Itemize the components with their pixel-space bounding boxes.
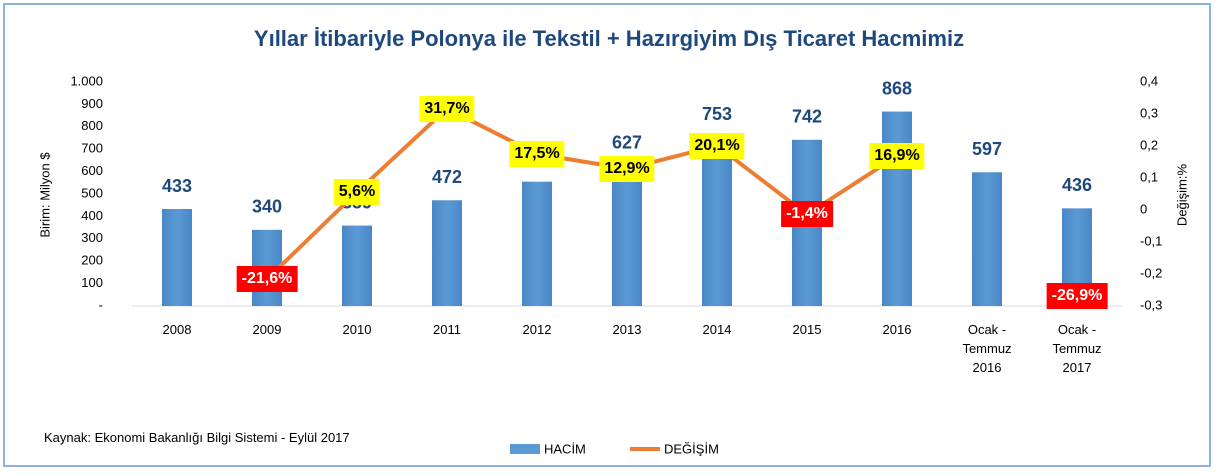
y-tick-label: 200 — [81, 253, 103, 268]
x-tick-label: 2014 — [702, 322, 732, 337]
frame — [3, 3, 1211, 467]
x-tick-label: Ocak - Temmuz 2016 — [962, 322, 1012, 375]
line-value-label: 20,1% — [689, 132, 745, 159]
y-tick-label: 300 — [81, 230, 103, 245]
bar-value-label: 433 — [162, 176, 192, 196]
source-note: Kaynak: Ekonomi Bakanlığı Bilgi Sistemi … — [44, 430, 350, 445]
y-tick-label: 100 — [81, 275, 103, 290]
bar-value-label: 753 — [702, 104, 732, 124]
y2-axis-label: Değişim:% — [1174, 163, 1189, 226]
x-tick-label: 2008 — [162, 322, 192, 337]
bar — [162, 209, 192, 306]
x-tick-label: 2016 — [882, 322, 912, 337]
bar-value-label: 742 — [792, 107, 822, 127]
x-tick-label: 2012 — [522, 322, 552, 337]
bar-value-label: 597 — [972, 139, 1002, 159]
y-tick-label: 800 — [81, 118, 103, 133]
line-value-label: -1,4% — [781, 201, 833, 228]
bar — [432, 200, 462, 306]
y-tick-label: 1.000 — [70, 73, 103, 88]
line-value-label: 17,5% — [509, 141, 565, 167]
bar — [882, 111, 912, 307]
legend-label: DEĞİŞİM — [664, 441, 719, 456]
bar-value-label: 340 — [252, 197, 282, 217]
line-value-label: 5,6% — [333, 179, 381, 206]
bar — [702, 137, 732, 306]
bar-value-label: 436 — [1062, 175, 1092, 195]
line-value-label: 16,9% — [869, 142, 925, 169]
x-tick-label: 2010 — [342, 322, 372, 337]
x-tick-label: 2015 — [792, 322, 822, 337]
y-tick-label: 500 — [81, 185, 103, 200]
y-tick-label: 900 — [81, 96, 103, 111]
x-tick-label: Ocak - Temmuz 2017 — [1052, 322, 1102, 375]
line-value-label: -26,9% — [1046, 283, 1108, 310]
y2-tick-label: -0,1 — [1140, 233, 1162, 248]
y-tick-label: - — [99, 297, 103, 312]
bar-value-label: 868 — [882, 78, 912, 98]
bar-value-label: 627 — [612, 132, 642, 152]
y2-tick-label: -0,3 — [1140, 297, 1162, 312]
y-axis-label: Birim: Milyon $ — [37, 152, 52, 238]
y-tick-label: 400 — [81, 208, 103, 223]
bar — [342, 225, 372, 306]
line — [267, 109, 1077, 297]
y2-tick-label: 0 — [1140, 201, 1147, 216]
chart-title: Yıllar İtibariyle Polonya ile Tekstil + … — [253, 26, 965, 51]
bar — [612, 165, 642, 306]
line-value-label: 12,9% — [599, 155, 655, 182]
bar — [522, 181, 552, 306]
y2-tick-label: 0,3 — [1140, 105, 1158, 120]
legend-swatch — [510, 444, 540, 454]
bar-value-label: 472 — [432, 167, 462, 187]
y-tick-label: 700 — [81, 141, 103, 156]
bar — [972, 172, 1002, 306]
x-tick-label: 2009 — [252, 322, 282, 337]
legend-label: HACİM — [544, 441, 586, 456]
y2-tick-label: -0,2 — [1140, 265, 1162, 280]
y2-tick-label: 0,2 — [1140, 137, 1158, 152]
y2-tick-label: 0,4 — [1140, 73, 1158, 88]
y2-tick-label: 0,1 — [1140, 169, 1158, 184]
x-tick-label: 2011 — [433, 322, 461, 337]
y-tick-label: 600 — [81, 163, 103, 178]
line-value-label: 31,7% — [419, 95, 475, 122]
x-tick-label: 2013 — [612, 322, 642, 337]
line-value-label: -21,6% — [236, 266, 298, 293]
